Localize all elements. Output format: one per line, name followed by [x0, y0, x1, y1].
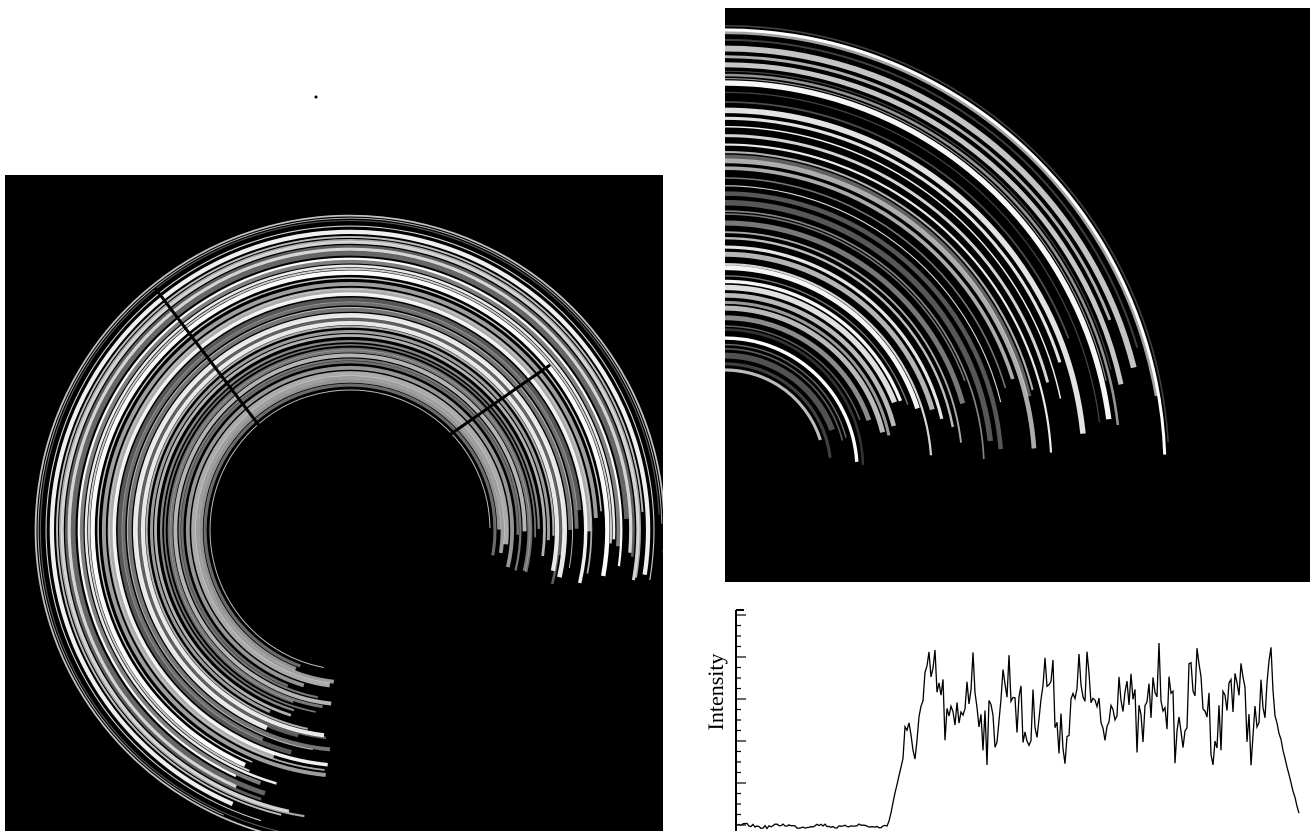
figure: Intensity: [0, 0, 1314, 831]
speck: [315, 96, 318, 99]
axis-label: Intensity: [703, 654, 728, 731]
